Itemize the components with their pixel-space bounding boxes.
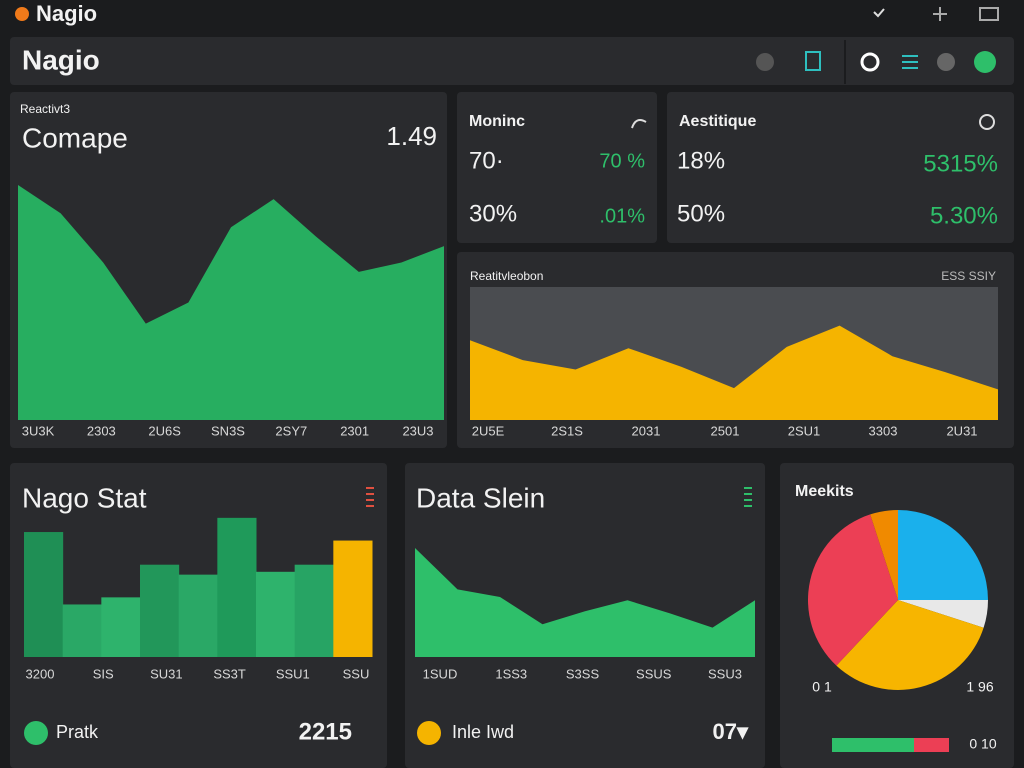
icon-plus[interactable] (933, 7, 947, 21)
icon[interactable] (937, 53, 955, 71)
x-tick-label: 2501 (711, 423, 740, 438)
x-tick-label: SU31 (150, 666, 183, 681)
icon-check[interactable] (873, 8, 885, 18)
bar (24, 532, 64, 657)
icon[interactable] (860, 52, 880, 72)
bar (62, 604, 102, 657)
value: 1.49 (386, 121, 437, 151)
header-panel (10, 37, 1014, 85)
pie-label: 0 1 (812, 679, 832, 695)
footer-value: 07▾ (712, 719, 748, 744)
pie-slice (870, 510, 898, 600)
x-tick-label: SSU (343, 666, 370, 681)
icon[interactable] (631, 119, 647, 129)
area (18, 185, 444, 420)
icon[interactable] (902, 55, 918, 69)
stat-change: 70 % (599, 150, 645, 172)
icon[interactable] (805, 51, 821, 71)
stat-change: 5315% (923, 150, 998, 177)
x-tick-label: 2S1S (551, 423, 583, 438)
progress-bar (914, 738, 949, 752)
header-title: Nagio (22, 44, 100, 75)
bar (140, 564, 180, 657)
icon[interactable] (24, 721, 48, 745)
x-tick-label: SN3S (211, 423, 245, 438)
x-tick-label: SSUS (636, 666, 672, 681)
stat: 18% (677, 147, 725, 174)
stats-title: Aestitique (679, 113, 756, 130)
title: Comape (22, 122, 128, 153)
stat-change: 5.30% (930, 202, 998, 229)
stats-title: Moninc (469, 113, 525, 130)
bar (217, 517, 257, 657)
logo (15, 7, 29, 21)
x-tick-label: 3303 (869, 423, 898, 438)
chart-title: Nago Stat (22, 482, 147, 513)
x-tick-label: 2SU1 (788, 423, 821, 438)
x-tick-label: S3SS (566, 666, 600, 681)
pie-slice (898, 600, 989, 628)
x-tick-label: SS3T (213, 666, 246, 681)
bar (256, 571, 296, 657)
chart-title: Meekits (795, 483, 854, 500)
x-tick-label: 1SUD (423, 666, 458, 681)
footer-label: Pratk (56, 722, 99, 742)
subtitle: Reactivt3 (20, 102, 70, 116)
x-tick-label: 2SY7 (275, 423, 307, 438)
stat: 30% (469, 200, 517, 227)
icon[interactable] (756, 53, 774, 71)
footer-value: 2215 (299, 718, 352, 745)
bar-value: 0 10 (969, 736, 996, 752)
x-tick-label: 23U3 (402, 423, 433, 438)
panel (667, 92, 1014, 243)
stat: 70· (469, 147, 504, 174)
x-tick-label: 2U5E (472, 423, 505, 438)
icon[interactable] (974, 51, 996, 73)
x-tick-label: 3200 (26, 666, 55, 681)
area (415, 548, 755, 657)
stat-change: .01% (599, 205, 645, 227)
pie-slice (836, 600, 984, 690)
chart-title: Data Slein (416, 482, 545, 513)
x-tick-label: 2301 (340, 423, 369, 438)
icon-menu[interactable] (979, 7, 999, 21)
pie-slice (898, 510, 988, 600)
panel (457, 92, 657, 243)
pie-label: 1 96 (966, 679, 993, 695)
icon[interactable] (744, 487, 752, 507)
x-tick-label: SSU3 (708, 666, 742, 681)
x-tick-label: 2U31 (946, 423, 977, 438)
icon[interactable] (417, 721, 441, 745)
x-tick-label: SIS (93, 666, 114, 681)
stat: 50% (677, 200, 725, 227)
footer-label: Inle Iwd (452, 722, 514, 742)
chart-note: ESS SSIY (941, 269, 996, 283)
x-tick-label: 2303 (87, 423, 116, 438)
pie-slice (807, 514, 898, 666)
progress-bar (832, 738, 914, 752)
x-tick-label: 1SS3 (495, 666, 527, 681)
bar (178, 574, 218, 657)
icon[interactable] (979, 114, 995, 130)
x-tick-label: 2U6S (148, 423, 181, 438)
bar (294, 564, 334, 657)
bar (101, 597, 141, 657)
area (470, 325, 998, 420)
chart-title: Reatitvleobon (470, 269, 543, 283)
x-tick-label: 2031 (632, 423, 661, 438)
brand: Nagio (36, 1, 97, 26)
x-tick-label: 3U3K (22, 423, 55, 438)
icon[interactable] (366, 487, 374, 507)
bar (333, 540, 373, 657)
x-tick-label: SSU1 (276, 666, 310, 681)
